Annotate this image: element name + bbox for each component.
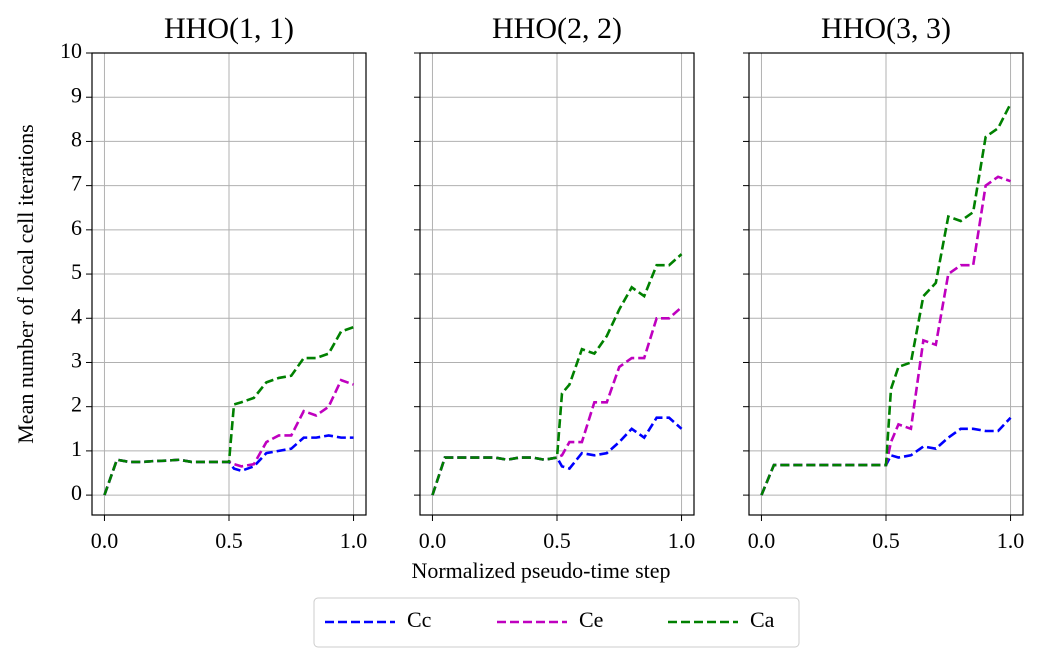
- y-axis-label: Mean number of local cell iterations: [13, 124, 38, 444]
- subplot-title: HHO(1, 1): [164, 12, 294, 45]
- y-tick-label: 0: [71, 480, 82, 505]
- y-tick-label: 5: [71, 259, 82, 284]
- x-tick-label: 1.0: [997, 528, 1025, 553]
- axes-frame: [748, 52, 1024, 516]
- x-tick-label: 0.5: [543, 528, 571, 553]
- data-line: [760, 175, 1011, 496]
- x-tick-label: 1.0: [340, 528, 368, 553]
- x-tick-label: 0.0: [91, 528, 119, 553]
- x-tick-label: 0.0: [748, 528, 776, 553]
- x-tick-label: 0.5: [872, 528, 900, 553]
- x-tick-label: 0.0: [419, 528, 447, 553]
- data-line: [760, 103, 1012, 496]
- data-line: [431, 253, 683, 496]
- data-line: [760, 416, 1012, 496]
- y-tick-label: 6: [71, 215, 82, 240]
- x-axis-label: Normalized pseudo-time step: [411, 558, 670, 583]
- subplot-title: HHO(2, 2): [492, 12, 622, 45]
- axes-frame: [419, 52, 695, 516]
- legend-label: Ca: [750, 607, 775, 632]
- y-tick-label: 8: [71, 126, 82, 151]
- y-tick-label: 2: [71, 392, 82, 417]
- legend-label: Ce: [579, 607, 603, 632]
- axes-frame: [91, 52, 367, 516]
- x-tick-label: 1.0: [668, 528, 696, 553]
- subplot-title: HHO(3, 3): [821, 12, 951, 45]
- data-line: [103, 325, 354, 496]
- y-tick-label: 4: [71, 303, 82, 328]
- y-tick-label: 7: [71, 171, 82, 196]
- y-tick-label: 9: [71, 82, 82, 107]
- y-tick-label: 1: [71, 436, 82, 461]
- y-tick-label: 3: [71, 348, 82, 373]
- x-tick-label: 0.5: [215, 528, 243, 553]
- legend-label: Cc: [407, 607, 432, 632]
- y-tick-label: 10: [60, 38, 82, 63]
